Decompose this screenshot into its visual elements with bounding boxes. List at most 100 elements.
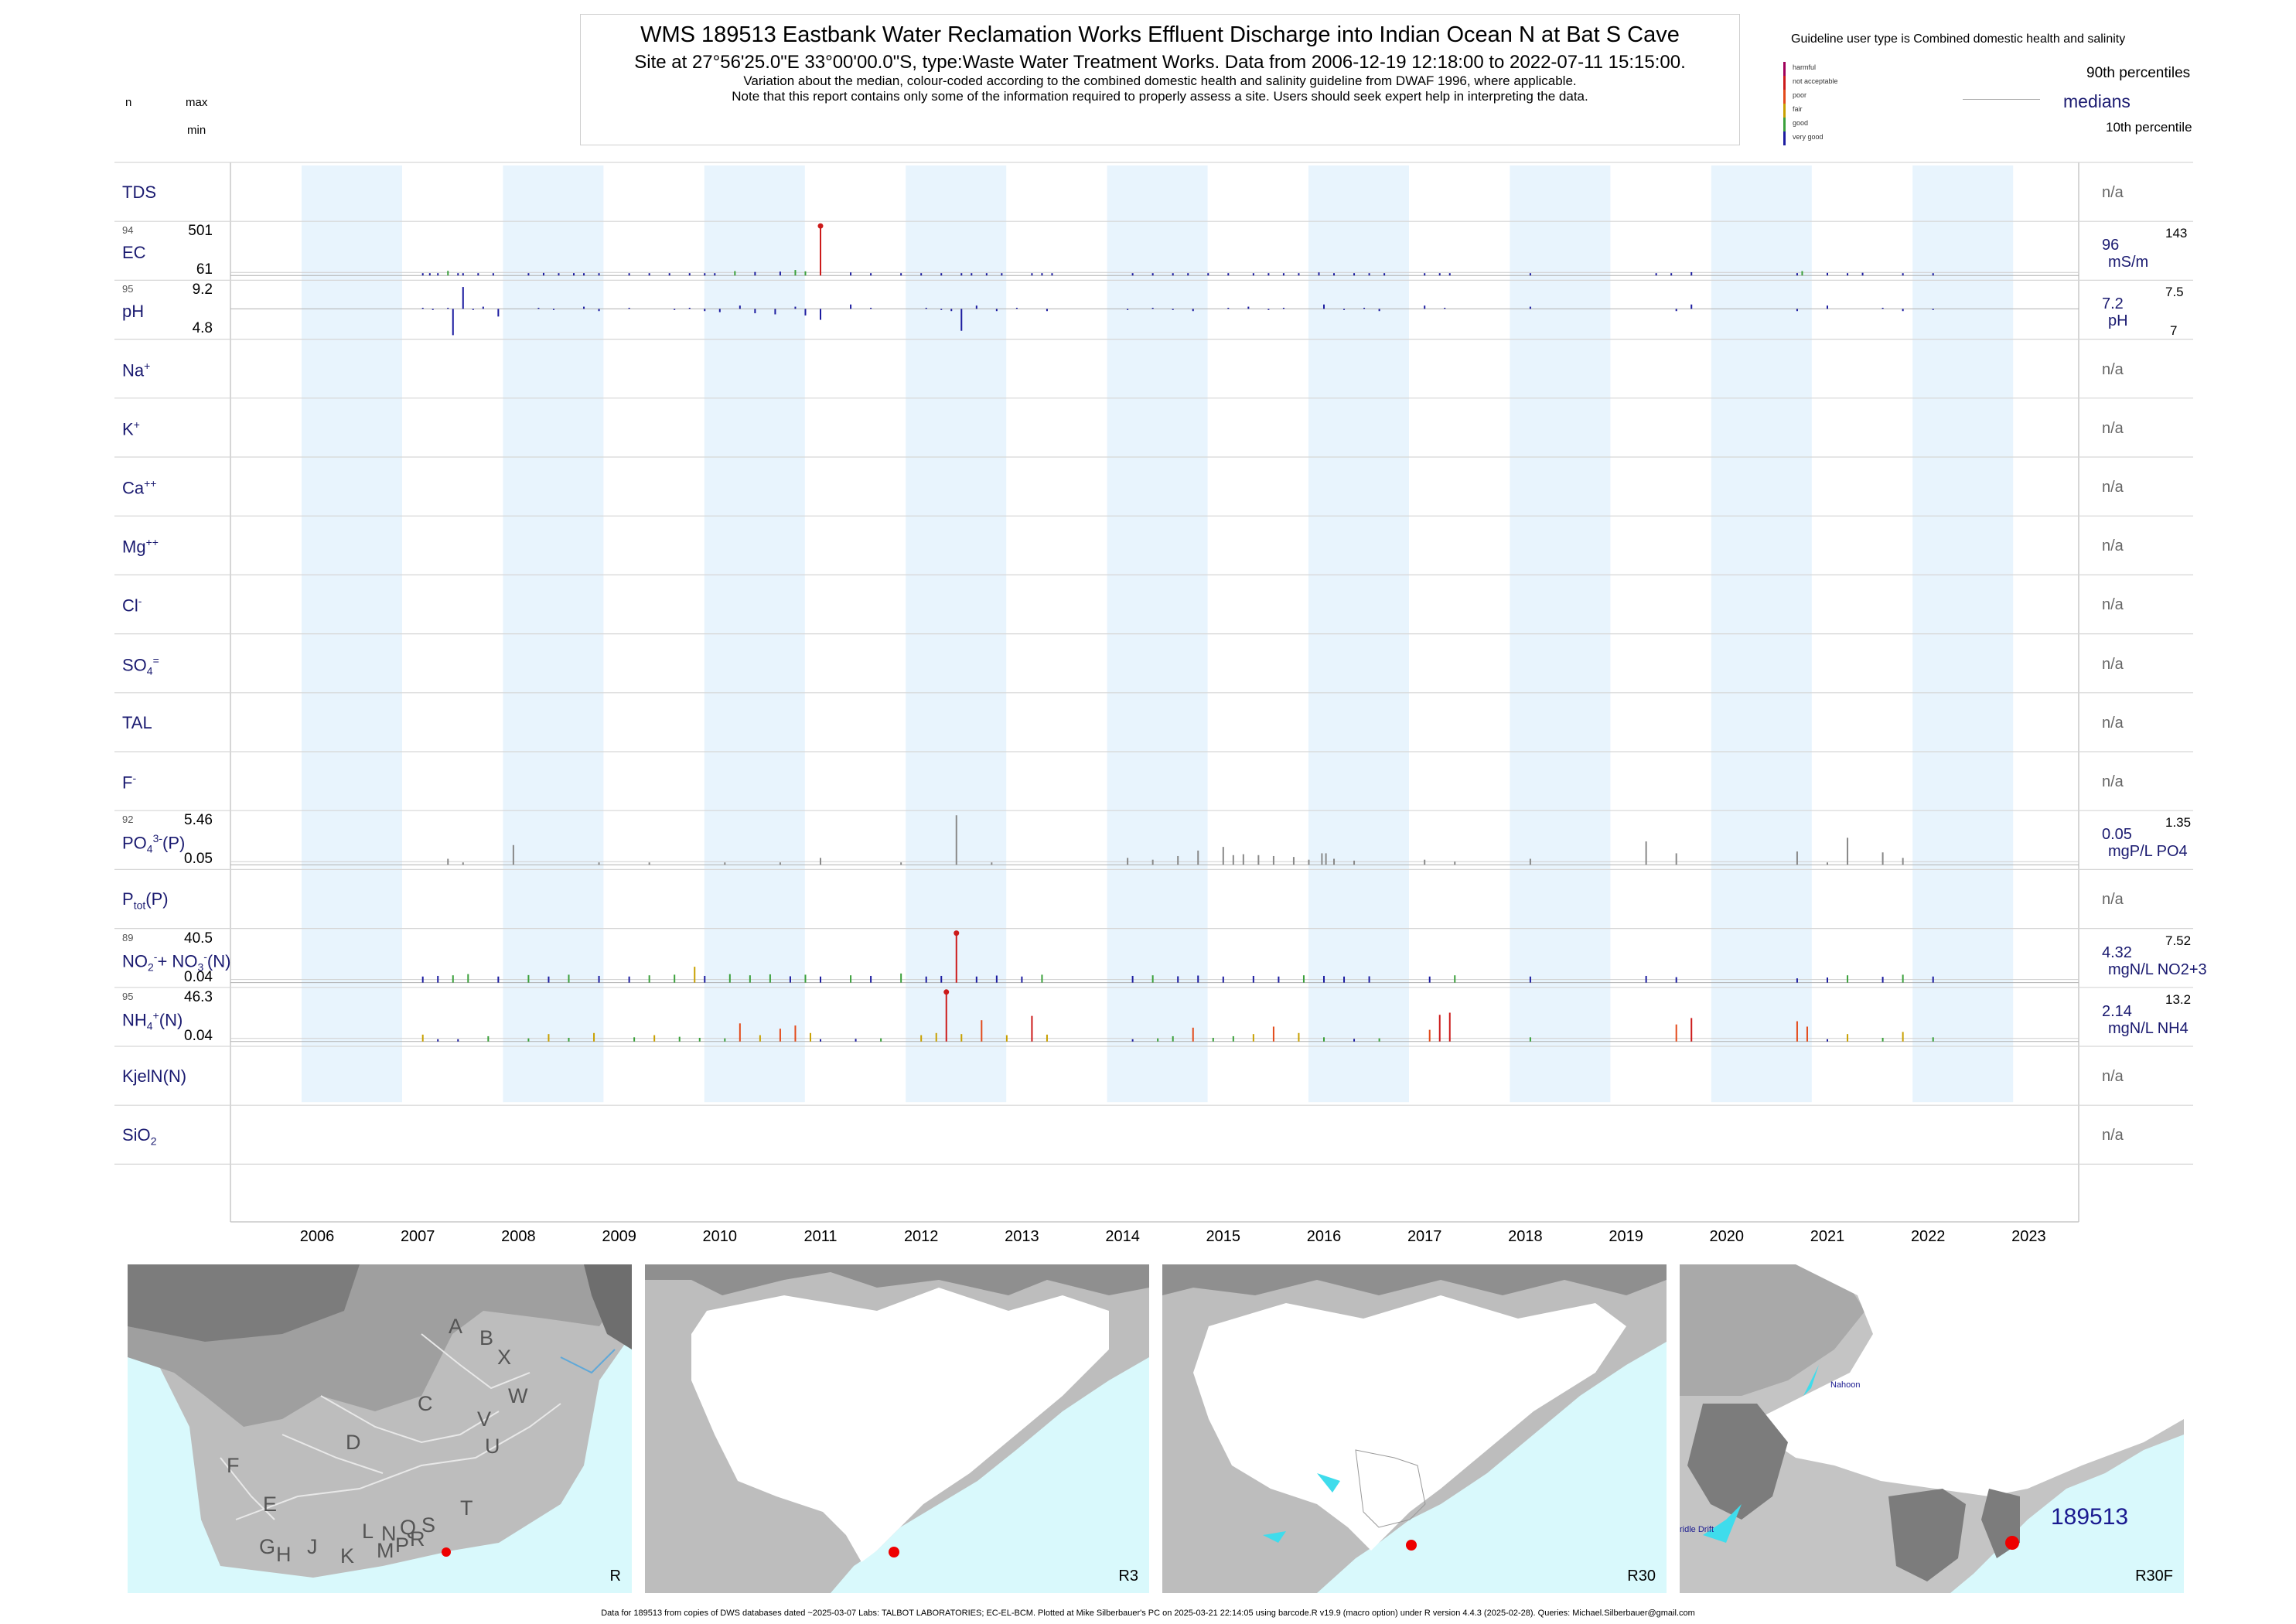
map-r-region-u: U <box>485 1435 500 1458</box>
unit-ec: mS/m <box>2108 254 2149 271</box>
map-r30f-site-marker <box>2005 1536 2019 1550</box>
x-tick-label-2014: 2014 <box>1105 1228 1140 1245</box>
map-r-graphic <box>128 1264 632 1578</box>
map-r-region-g: G <box>259 1535 276 1558</box>
stat-max-ph: 9.2 <box>192 281 213 299</box>
map-r-region-h: H <box>276 1543 292 1566</box>
param-label-no2no3n: NO2-+ NO3-(N) <box>122 950 231 974</box>
x-tick-label-2023: 2023 <box>2011 1228 2046 1245</box>
legend-median-line <box>1963 99 2040 100</box>
param-label-k: K+ <box>122 418 140 439</box>
stat-max-ec: 501 <box>188 223 213 240</box>
param-label-mg: Mg++ <box>122 536 159 557</box>
stat-n-ec: 94 <box>122 224 134 237</box>
param-label-nh4n: NH4+(N) <box>122 1008 183 1032</box>
map-r3: R3 <box>645 1264 1149 1593</box>
unit-ph: pH <box>2108 312 2128 330</box>
p90-value-ec: 143 <box>2165 226 2188 241</box>
param-label-ec: EC <box>122 243 146 263</box>
map-r-region-m: M <box>377 1539 394 1562</box>
na-label-k: n/a <box>2102 419 2124 437</box>
map-r3-site-marker <box>889 1547 899 1557</box>
chart-subtitle: Site at 27°56'25.0"E 33°00'00.0"S, type:… <box>634 52 1686 73</box>
median-value-po4p: 0.05 <box>2102 826 2132 844</box>
map-r-region-e: E <box>263 1493 278 1516</box>
x-tick-label-2022: 2022 <box>1910 1228 1946 1245</box>
map-r30f: 189513 Nahoon ridle Drift R30F <box>1680 1264 2184 1593</box>
legend-swatch-harmful <box>1783 62 1786 76</box>
map-r30: R30 <box>1162 1264 1667 1593</box>
barcode-chart <box>114 162 2193 1223</box>
legend-p10: 10th percentile <box>2106 120 2192 135</box>
x-tick-label-2007: 2007 <box>400 1228 435 1245</box>
median-value-ph: 7.2 <box>2102 295 2124 313</box>
header-max-label: max <box>186 96 208 109</box>
param-label-so4: SO4= <box>122 653 159 677</box>
map-r-region-l: L <box>362 1520 374 1543</box>
map-r30f-label: R30F <box>2135 1568 2173 1585</box>
map-r30-graphic <box>1162 1264 1667 1593</box>
map-r-region-f: F <box>227 1454 240 1477</box>
legend-label-very-good: very good <box>1793 133 1823 141</box>
x-tick-label-2020: 2020 <box>1709 1228 1745 1245</box>
param-label-f: F- <box>122 772 137 793</box>
stat-max-po4p: 5.46 <box>184 812 213 829</box>
legend-swatch-very-good <box>1783 131 1786 145</box>
chart-note-2: Note that this report contains only some… <box>732 89 1588 104</box>
map-r-region-w: W <box>508 1384 528 1407</box>
param-label-cl: Cl- <box>122 595 142 616</box>
na-label-sio2: n/a <box>2102 1127 2124 1145</box>
map-r3-graphic <box>645 1264 1149 1593</box>
param-label-na: Na+ <box>122 359 151 380</box>
header-n-label: n <box>125 96 132 109</box>
legend-swatch-not-acceptable <box>1783 76 1786 90</box>
map-r-region-x: X <box>497 1346 512 1369</box>
param-label-tal: TAL <box>122 712 152 732</box>
map-r-region-s: S <box>421 1513 436 1537</box>
stat-min-ec: 61 <box>196 261 213 278</box>
title-box: WMS 189513 Eastbank Water Reclamation Wo… <box>580 14 1740 145</box>
x-tick-label-2015: 2015 <box>1206 1228 1241 1245</box>
stat-min-nh4n: 0.04 <box>184 1027 213 1044</box>
map-r30f-graphic <box>1680 1264 2184 1593</box>
legend-label-poor: poor <box>1793 91 1807 99</box>
na-label-tal: n/a <box>2102 714 2124 732</box>
map-r30-label: R30 <box>1627 1568 1656 1585</box>
x-tick-label-2010: 2010 <box>702 1228 738 1245</box>
chart-title: WMS 189513 Eastbank Water Reclamation Wo… <box>640 22 1680 47</box>
legend-swatch-poor <box>1783 90 1786 104</box>
map-r-region-a: A <box>449 1315 463 1338</box>
map-r-region-n: N <box>381 1522 397 1545</box>
na-label-tds: n/a <box>2102 184 2124 201</box>
x-tick-label-2016: 2016 <box>1306 1228 1342 1245</box>
x-tick-label-2017: 2017 <box>1407 1228 1442 1245</box>
map-r-region-t: T <box>460 1496 473 1520</box>
map-r-region-r: R <box>410 1527 425 1551</box>
map-r-region-j: J <box>307 1535 318 1558</box>
map-r30-site-marker <box>1406 1540 1417 1551</box>
max-marker-no2no3n <box>954 930 960 937</box>
na-label-ca: n/a <box>2102 479 2124 496</box>
na-label-na: n/a <box>2102 360 2124 378</box>
na-label-f: n/a <box>2102 773 2124 790</box>
map-r-region-k: K <box>340 1544 355 1568</box>
x-tick-label-2009: 2009 <box>602 1228 636 1245</box>
p90-value-no2no3n: 7.52 <box>2165 933 2192 948</box>
legend-medians: medians <box>2063 91 2131 111</box>
map-r-region-q: Q <box>400 1516 417 1539</box>
p90-value-nh4n: 13.2 <box>2165 991 2192 1007</box>
median-value-ec: 96 <box>2102 237 2120 254</box>
map-r30f-place-nahoon: Nahoon <box>1830 1380 1861 1390</box>
x-tick-label-2006: 2006 <box>299 1228 335 1245</box>
p90-value-ph: 7.5 <box>2165 285 2184 300</box>
unit-nh4n: mgN/L NH4 <box>2108 1019 2189 1037</box>
param-label-po4p: PO43-(P) <box>122 832 186 855</box>
p90-value-po4p: 1.35 <box>2165 815 2192 831</box>
footer-note: Data for 189513 from copies of DWS datab… <box>601 1609 1695 1618</box>
stat-max-no2no3n: 40.5 <box>184 930 213 947</box>
map-r30f-place-ridle-drift: ridle Drift <box>1680 1525 1714 1534</box>
na-label-cl: n/a <box>2102 596 2124 614</box>
max-marker-ec <box>817 223 824 229</box>
x-tick-label-2013: 2013 <box>1005 1228 1039 1245</box>
